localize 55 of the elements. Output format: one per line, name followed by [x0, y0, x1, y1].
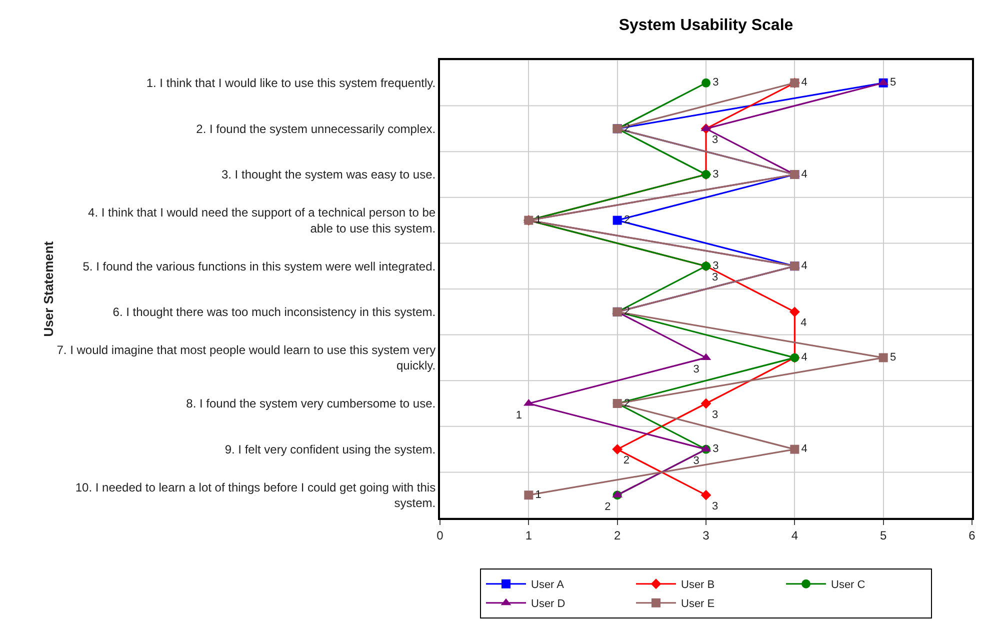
data-label: 3: [693, 455, 700, 468]
y-tick-label: 1. I think that I would like to use this system frequently.: [146, 76, 436, 90]
y-tick-label: 7. I would imagine that most people would learn to use this system very quickly.: [56, 343, 436, 373]
point: [702, 78, 710, 88]
legend-label: User C: [831, 579, 866, 592]
y-tick-label: 3. I thought the system was easy to use.: [221, 168, 436, 182]
data-label: 4: [801, 76, 808, 89]
point: [789, 306, 800, 318]
y-tick-label: 2. I found the system unnecessarily complex.: [196, 122, 436, 136]
point: [700, 490, 712, 500]
y-tick-label: 8. I found the system very cumbersome to use.: [186, 396, 436, 411]
x-tick-label: 3: [702, 528, 710, 542]
data-label: 2: [604, 500, 611, 513]
x-tick-label: 0: [436, 528, 444, 542]
point: [612, 216, 622, 225]
data-label: 3: [712, 134, 718, 146]
legend-label: User A: [531, 579, 565, 592]
y-tick-label: 4. I think that I would need the support of a technical person to be able to use this system.: [88, 206, 436, 236]
x-tick-label: 5: [880, 528, 887, 542]
x-tick-label: 2: [614, 528, 621, 542]
x-tick-label: 4: [791, 528, 798, 542]
point: [612, 444, 623, 454]
data-label: 4: [801, 260, 808, 272]
data-label: 3: [712, 260, 719, 272]
x-tick-label: 1: [525, 528, 532, 542]
data-label: 4: [800, 317, 807, 330]
chart-title: System Usability Scale: [618, 17, 794, 34]
y-axis-title: User Statement: [41, 240, 56, 337]
y-tick-label: 9. I felt very confident using the system.: [224, 442, 436, 456]
data-label: 3: [712, 500, 718, 512]
data-label: 3: [712, 443, 719, 456]
data-label: 4: [801, 351, 808, 364]
y-tick-label: 5. I found the various functions in this system were well integrated.: [82, 259, 436, 274]
data-label: 3: [712, 76, 719, 89]
legend-label: User E: [681, 598, 715, 610]
data-label: 3: [712, 408, 718, 421]
data-label: 3: [712, 271, 718, 284]
point: [878, 353, 888, 362]
legend-label: User D: [531, 598, 566, 610]
data-label: 4: [801, 168, 808, 180]
data-label: 1: [516, 409, 522, 422]
data-label: 2: [624, 122, 630, 134]
x-tick-label: 6: [968, 528, 976, 542]
data-label: 2: [623, 454, 630, 467]
legend-label: User B: [681, 579, 715, 592]
data-label: 4: [801, 443, 808, 456]
y-tick-label: 10. I needed to learn a lot of things before I could get going with this system.: [75, 480, 436, 510]
data-label: 3: [712, 168, 719, 180]
data-label: 5: [890, 76, 896, 89]
y-tick-label: 6. I thought there was too much inconsistency in this system.: [112, 305, 436, 320]
data-label: 3: [693, 364, 700, 376]
point: [790, 444, 800, 454]
point: [700, 398, 712, 409]
data-label: 5: [890, 351, 896, 364]
point: [524, 490, 534, 500]
